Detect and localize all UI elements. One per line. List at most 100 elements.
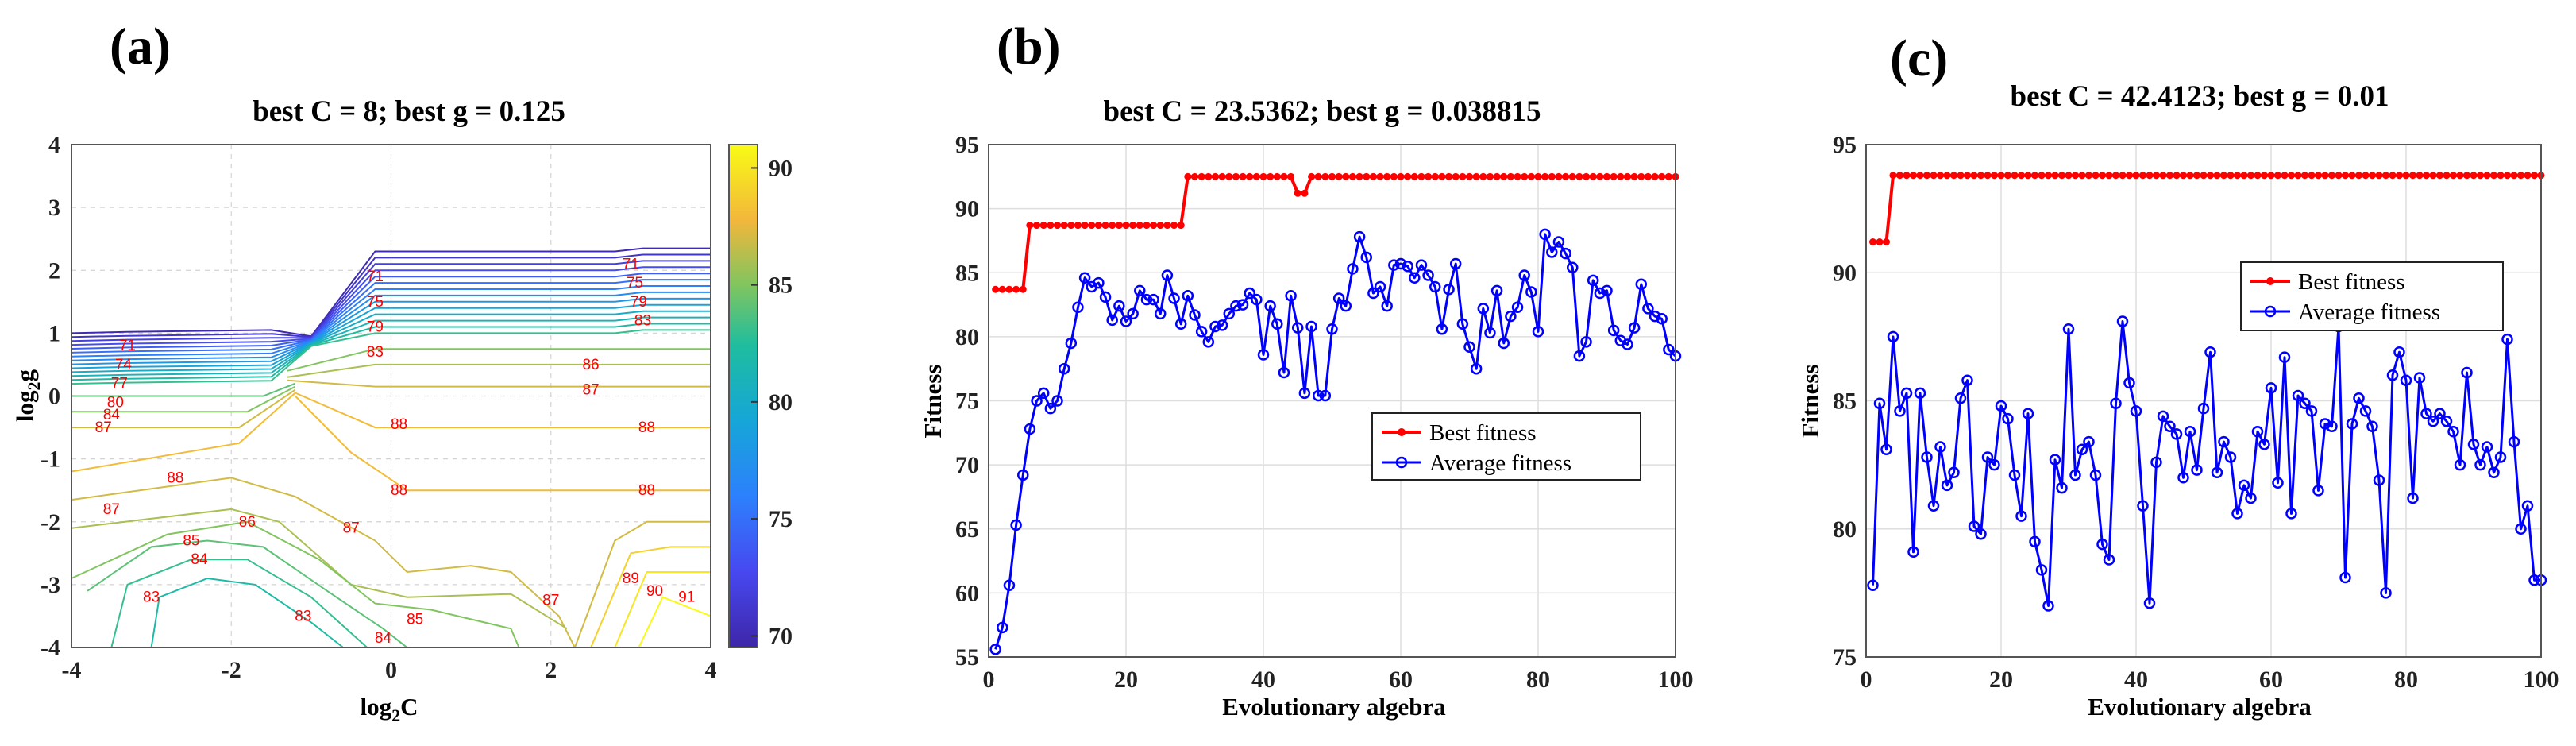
a-colorbar-tick-label: 70 [769,623,792,649]
c-best-fitness-point [2018,172,2025,180]
b-legend-best-marker [1398,428,1406,436]
a-contour-line [590,546,711,648]
b-legend: Best fitness Average fitness [1371,412,1641,481]
b-best-fitness-point [1500,172,1508,180]
a-contour-line [71,343,312,377]
c-average-fitness-point [1900,387,1913,400]
b-best-fitness-point [1417,172,1425,180]
b-best-fitness-point [1259,172,1267,180]
b-grid [988,144,1676,658]
b-average-fitness-point [1305,320,1317,333]
a-contour-line [310,297,711,343]
a-contour-label: 87 [582,382,599,399]
a-contour-line [310,247,711,337]
b-best-fitness-point [1534,172,1542,180]
b-average-fitness-point [1182,290,1194,302]
b-average-fitness-point [1319,389,1332,402]
c-average-fitness-point [2299,397,2311,409]
b-average-fitness-point [1649,310,1661,323]
a-contour-label: 86 [239,514,256,531]
b-average-fitness-point [1402,260,1413,273]
b-x-tick-label: 40 [1251,667,1275,693]
c-average-fitness-point [1907,546,1919,559]
b-average-fitness-point [1332,292,1345,304]
c-average-fitness-point [2285,508,2297,520]
c-average-fitness-point [2447,425,2459,438]
c-average-fitness-point [2245,492,2257,504]
a-colorbar [728,144,758,648]
a-contour-label: 79 [631,294,647,311]
a-x-ticks: -4 -2 0 2 4 [62,657,717,683]
b-best-fitness-point [1314,172,1322,180]
a-contour-line [287,379,711,388]
a-contour-line [71,345,312,385]
c-best-fitness-point [2105,172,2113,180]
c-best-fitness-point [2443,172,2451,180]
c-average-fitness-point [2474,458,2486,471]
c-best-fitness-point [2227,172,2235,180]
c-best-fitness-point [2375,172,2383,180]
b-y-tick-label: 80 [955,324,979,350]
c-x-tick-label: 20 [1989,667,2013,693]
a-contour-label: 83 [143,589,160,606]
a-contour-line [71,333,311,338]
b-x-tick-label: 0 [983,667,995,693]
c-best-fitness-point [1943,172,1951,180]
c-best-fitness-point [2510,172,2518,180]
b-best-fitness-point [1115,222,1123,230]
b-best-fitness-point [1129,222,1137,230]
b-best-fitness-point [1218,172,1226,180]
c-best-fitness-point [2456,172,2464,180]
panel-b: (b) best C = 23.5362; best g = 0.038815 … [919,17,1694,721]
b-best-fitness-point [1170,222,1178,230]
b-y-axis-label: Fitness [919,365,947,439]
b-best-fitness-point [1568,172,1576,180]
b-average-fitness-point [1656,313,1668,325]
c-average-fitness-point [2326,420,2338,432]
c-best-fitness-point [2362,172,2370,180]
c-average-fitness-point [2076,443,2088,456]
a-contour-line [71,342,312,369]
c-best-fitness-point [1977,172,1984,180]
c-best-fitness-point [2517,172,2524,180]
b-average-fitness-point [1580,336,1592,348]
b-average-fitness-point [1394,257,1407,270]
c-average-fitness-point [1948,466,1960,479]
a-x-tick-label: -2 [222,657,241,683]
a-contour-label: 86 [582,357,599,373]
b-average-fitness-point [1010,519,1022,531]
c-average-fitness-point [2380,587,2392,599]
c-average-fitness-line [1872,320,2541,607]
b-legend-best-label: Best fitness [1429,420,1537,446]
c-best-fitness-point [2308,172,2316,180]
b-average-fitness-point [1174,318,1187,330]
c-average-fitness-point [2292,389,2304,402]
a-contour-line [71,339,312,354]
c-best-fitness-point [1997,172,2005,180]
c-x-tick-label: 80 [2394,667,2418,693]
c-best-fitness-point [2045,172,2052,180]
c-best-fitness-point [2173,172,2181,180]
c-average-fitness-point [1867,579,1879,591]
c-y-ticks: 75 80 85 90 95 [1833,132,1857,671]
b-best-fitness-point [1472,172,1480,180]
c-best-fitness-point [2274,172,2281,180]
b-best-fitness-point [1397,172,1405,180]
b-best-fitness-point [1239,172,1247,180]
b-average-fitness-point [1168,292,1180,304]
c-best-fitness-point [2072,172,2079,180]
a-contour-line [71,338,311,346]
c-average-fitness-point [2029,535,2041,548]
a-contour-label: 87 [103,501,120,518]
a-colorbar-tick-label: 90 [769,155,792,181]
b-y-tick-label: 90 [955,196,979,222]
c-best-fitness-point [2281,172,2289,180]
a-contour-label: 87 [542,593,559,609]
c-best-fitness-point [2207,172,2214,180]
a-contour-label: 84 [103,407,121,423]
b-average-fitness-point [1347,263,1359,275]
c-average-fitness-point [2305,405,2318,417]
b-average-fitness-point [1230,300,1242,312]
b-average-fitness-point [1594,287,1606,300]
b-average-fitness-point [1422,269,1434,281]
